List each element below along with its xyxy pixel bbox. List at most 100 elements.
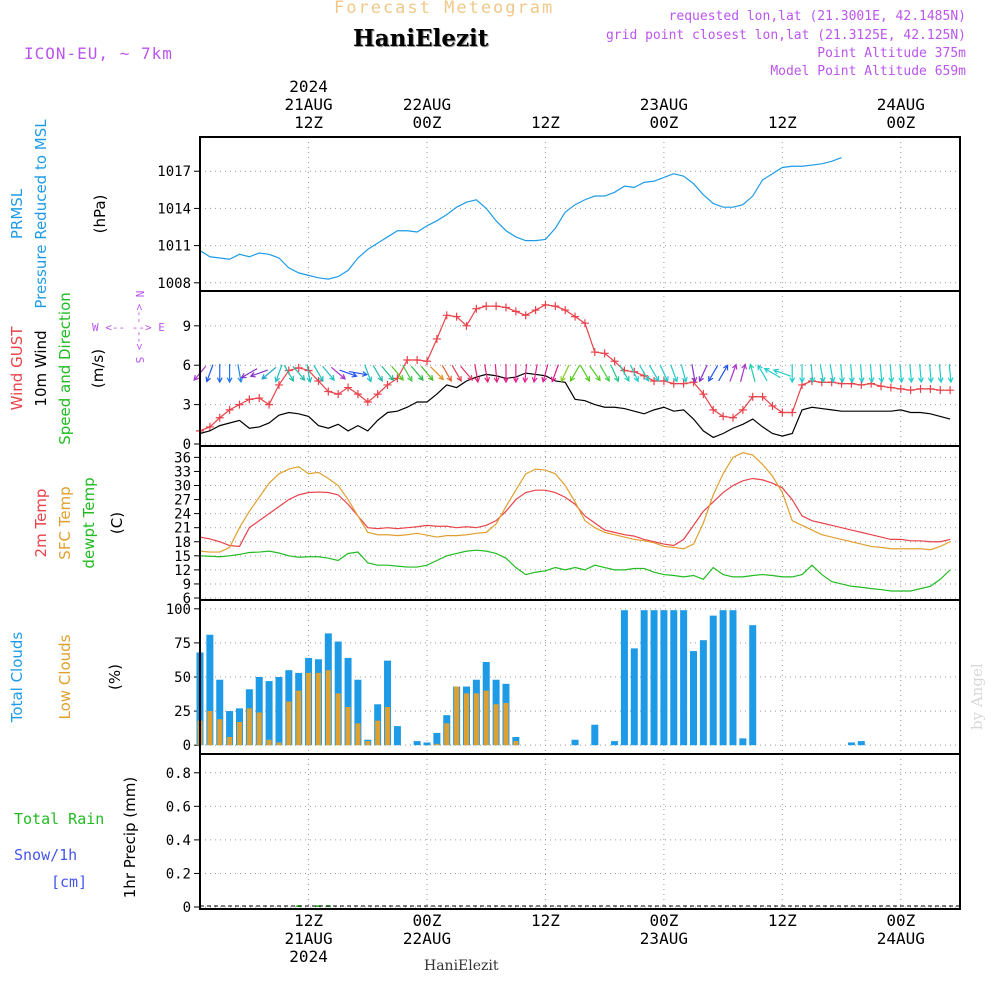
gust-marker (492, 302, 501, 311)
wind-arrow (869, 364, 873, 383)
gust-marker (679, 379, 688, 388)
panel-label: Total Clouds (8, 632, 26, 724)
compass-vertical: N <-- --> S (133, 291, 146, 364)
precip-legend-rain: Total Rain (14, 810, 104, 828)
wind-arrow (322, 365, 335, 381)
wind-arrow (306, 364, 311, 383)
gust-marker (758, 392, 767, 401)
bar-clouds (226, 711, 234, 746)
wind-arrow-head (329, 374, 335, 381)
wind-arrow-head (398, 374, 404, 381)
meteogram-title: Forecast Meteogram (334, 0, 555, 18)
wind-arrow-head (361, 371, 369, 377)
wind-arrow-head (299, 374, 306, 381)
gust-marker (778, 408, 787, 417)
gust-marker (877, 382, 886, 391)
series-line (199, 477, 951, 548)
bar-clouds (246, 708, 252, 746)
bottom-date-label: 22AUG (403, 929, 451, 948)
wind-arrow (619, 365, 630, 382)
wind-arrow-head (193, 374, 200, 381)
y-tick-label: 75 (174, 636, 191, 652)
bar-clouds (709, 615, 717, 746)
wind-arrow (533, 364, 538, 383)
y-tick-label: 21 (174, 521, 191, 537)
wind-arrow (441, 365, 452, 382)
wind-arrow-head (456, 375, 462, 382)
wind-arrow-head (653, 375, 660, 382)
wind-arrow (599, 365, 610, 382)
bar-clouds (473, 693, 479, 746)
requested-coordinates: requested lon,lat (21.3001E, 42.1485N) (668, 9, 966, 24)
gust-marker (265, 400, 274, 409)
wind-arrow-head (595, 375, 601, 382)
y-tick-label: 24 (174, 507, 191, 523)
wind-arrow-head (306, 377, 313, 384)
top-date-label: 12Z (768, 113, 797, 132)
wind-arrow-head (205, 376, 211, 383)
wind-arrow-head (829, 377, 836, 384)
wind-arrow (430, 366, 444, 380)
y-tick-label: 0.6 (166, 799, 191, 815)
bar-clouds (690, 651, 698, 746)
gust-marker (906, 386, 915, 395)
compass-horizontal: W <-- --> E (92, 321, 165, 334)
model-point-altitude: Model Point Altitude 659m (770, 64, 966, 79)
bar-clouds (216, 679, 224, 746)
wind-arrow (206, 364, 214, 382)
gust-marker (274, 380, 283, 389)
panel-label: 1hr Precip (mm) (121, 777, 139, 898)
top-date-label: 00Z (886, 113, 915, 132)
wind-arrow (364, 364, 372, 382)
gust-marker (255, 394, 264, 403)
panel-frame (199, 753, 961, 910)
bar-clouds (255, 677, 263, 746)
top-date-label: 21AUG (284, 95, 332, 114)
wind-arrow-head (522, 377, 529, 384)
top-date-label: 00Z (413, 113, 442, 132)
wind-arrow-head (474, 377, 481, 384)
bar-clouds (365, 741, 371, 746)
bar-clouds (847, 742, 855, 746)
wind-arrow (610, 364, 619, 382)
bar-clouds (857, 741, 865, 746)
wind-arrow-head (858, 377, 865, 384)
y-tick-label: 36 (174, 450, 191, 466)
gust-marker (235, 400, 244, 409)
bar-clouds (335, 693, 341, 746)
panel-pressure: 1008 1011 1014 1017 PRMSL Pressure Reduced to… (8, 119, 961, 309)
wind-arrow-head (340, 374, 347, 380)
gust-marker (738, 405, 747, 414)
wind-arrow (237, 364, 242, 383)
wind-arrow (948, 364, 952, 383)
panel-label: Speed and Direction (56, 292, 74, 445)
wind-arrow (699, 364, 708, 382)
bar-clouds (640, 610, 648, 746)
wind-arrow-head (249, 372, 256, 378)
y-tick-label: 9 (183, 577, 191, 593)
wind-arrow-head (918, 377, 924, 384)
bar-clouds (611, 741, 619, 746)
wind-arrow-head (698, 376, 704, 383)
panel-label: (m/s) (89, 349, 107, 388)
wind-arrow (718, 365, 729, 382)
gridpoint-coordinates: grid point closest lon,lat (21.3125E, 42… (605, 28, 966, 43)
bottom-date-label: 24AUG (877, 929, 925, 948)
wind-arrow (938, 364, 942, 383)
wind-arrow (283, 365, 294, 382)
bar-clouds (454, 686, 460, 746)
bar-clouds (227, 737, 233, 746)
bar-clouds (433, 732, 441, 746)
bottom-date-label: 12Z (531, 911, 560, 930)
bottom-date-label: 12Z (768, 911, 797, 930)
wind-arrow-head (377, 375, 383, 382)
gust-marker (294, 363, 303, 372)
bar-clouds (493, 704, 499, 746)
bar-clouds (315, 672, 321, 746)
bar-clouds (749, 625, 757, 746)
gust-marker (728, 413, 737, 422)
panel-label: (C) (108, 512, 126, 534)
wind-arrow (639, 365, 650, 382)
wind-arrow-head (947, 377, 954, 384)
